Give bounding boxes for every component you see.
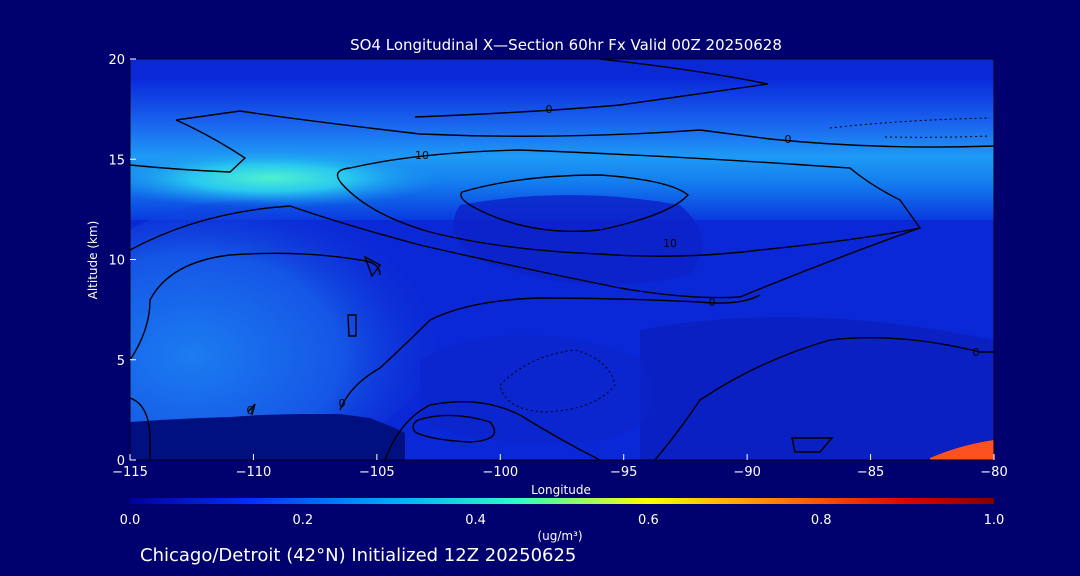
y-tick-label: 0	[117, 454, 125, 469]
y-tick-label: 10	[108, 254, 125, 269]
field-surface-max	[930, 440, 994, 460]
x-tick-label: −110	[236, 465, 272, 480]
x-tick-label: −115	[112, 465, 148, 480]
contour-label: 0	[339, 397, 346, 410]
x-tick-label: −100	[482, 465, 518, 480]
x-tick-label: −85	[857, 465, 884, 480]
chart-title: SO4 Longitudinal X—Section 60hr Fx Valid…	[350, 36, 782, 54]
x-tick-label: −80	[980, 465, 1007, 480]
x-axis: −115 −110 −105 −100 −95 −90 −85 −80	[112, 454, 1008, 480]
colorbar-tick-label: 0.2	[292, 513, 313, 528]
contour-lines-dotted	[499, 117, 991, 413]
colorbar-tick-label: 1.0	[984, 513, 1005, 528]
plot-area: 0 10 0 10 0 0 0 0	[130, 59, 994, 460]
contour-label: 0	[709, 296, 716, 309]
subtitle: Chicago/Detroit (42°N) Initialized 12Z 2…	[140, 545, 576, 566]
field-low-center	[420, 335, 654, 443]
colorbar-ticks: 0.0 0.2 0.4 0.6 0.8 1.0	[120, 513, 1005, 528]
colorbar	[130, 498, 994, 504]
colorbar-tick-label: 0.8	[811, 513, 832, 528]
terrain	[130, 414, 405, 460]
contour-label: 0	[973, 346, 980, 359]
y-tick-label: 15	[108, 153, 125, 168]
contour-label: 0	[247, 404, 254, 417]
field-minimum-center	[453, 195, 703, 285]
y-axis-label: Altitude (km)	[86, 221, 100, 300]
x-tick-label: −95	[610, 465, 637, 480]
y-axis: 0 5 10 15 20	[108, 53, 136, 469]
y-tick-label: 5	[117, 354, 125, 369]
colorbar-units: (ug/m³)	[537, 529, 582, 543]
field-band-maximum	[130, 148, 445, 208]
contour-label: 0	[785, 133, 792, 146]
x-tick-label: −90	[733, 465, 760, 480]
y-tick-label: 20	[108, 53, 125, 68]
contour-lines	[130, 59, 994, 460]
colorbar-tick-label: 0.6	[638, 513, 659, 528]
field-low-east	[640, 317, 994, 460]
field-lower-west	[130, 200, 440, 460]
x-tick-label: −105	[359, 465, 395, 480]
contour-label: 10	[663, 237, 677, 250]
x-axis-label: Longitude	[531, 483, 591, 497]
contour-label: 10	[415, 149, 429, 162]
contour-label: 0	[546, 103, 553, 116]
colorbar-tick-label: 0.0	[120, 513, 141, 528]
colorbar-tick-label: 0.4	[465, 513, 486, 528]
